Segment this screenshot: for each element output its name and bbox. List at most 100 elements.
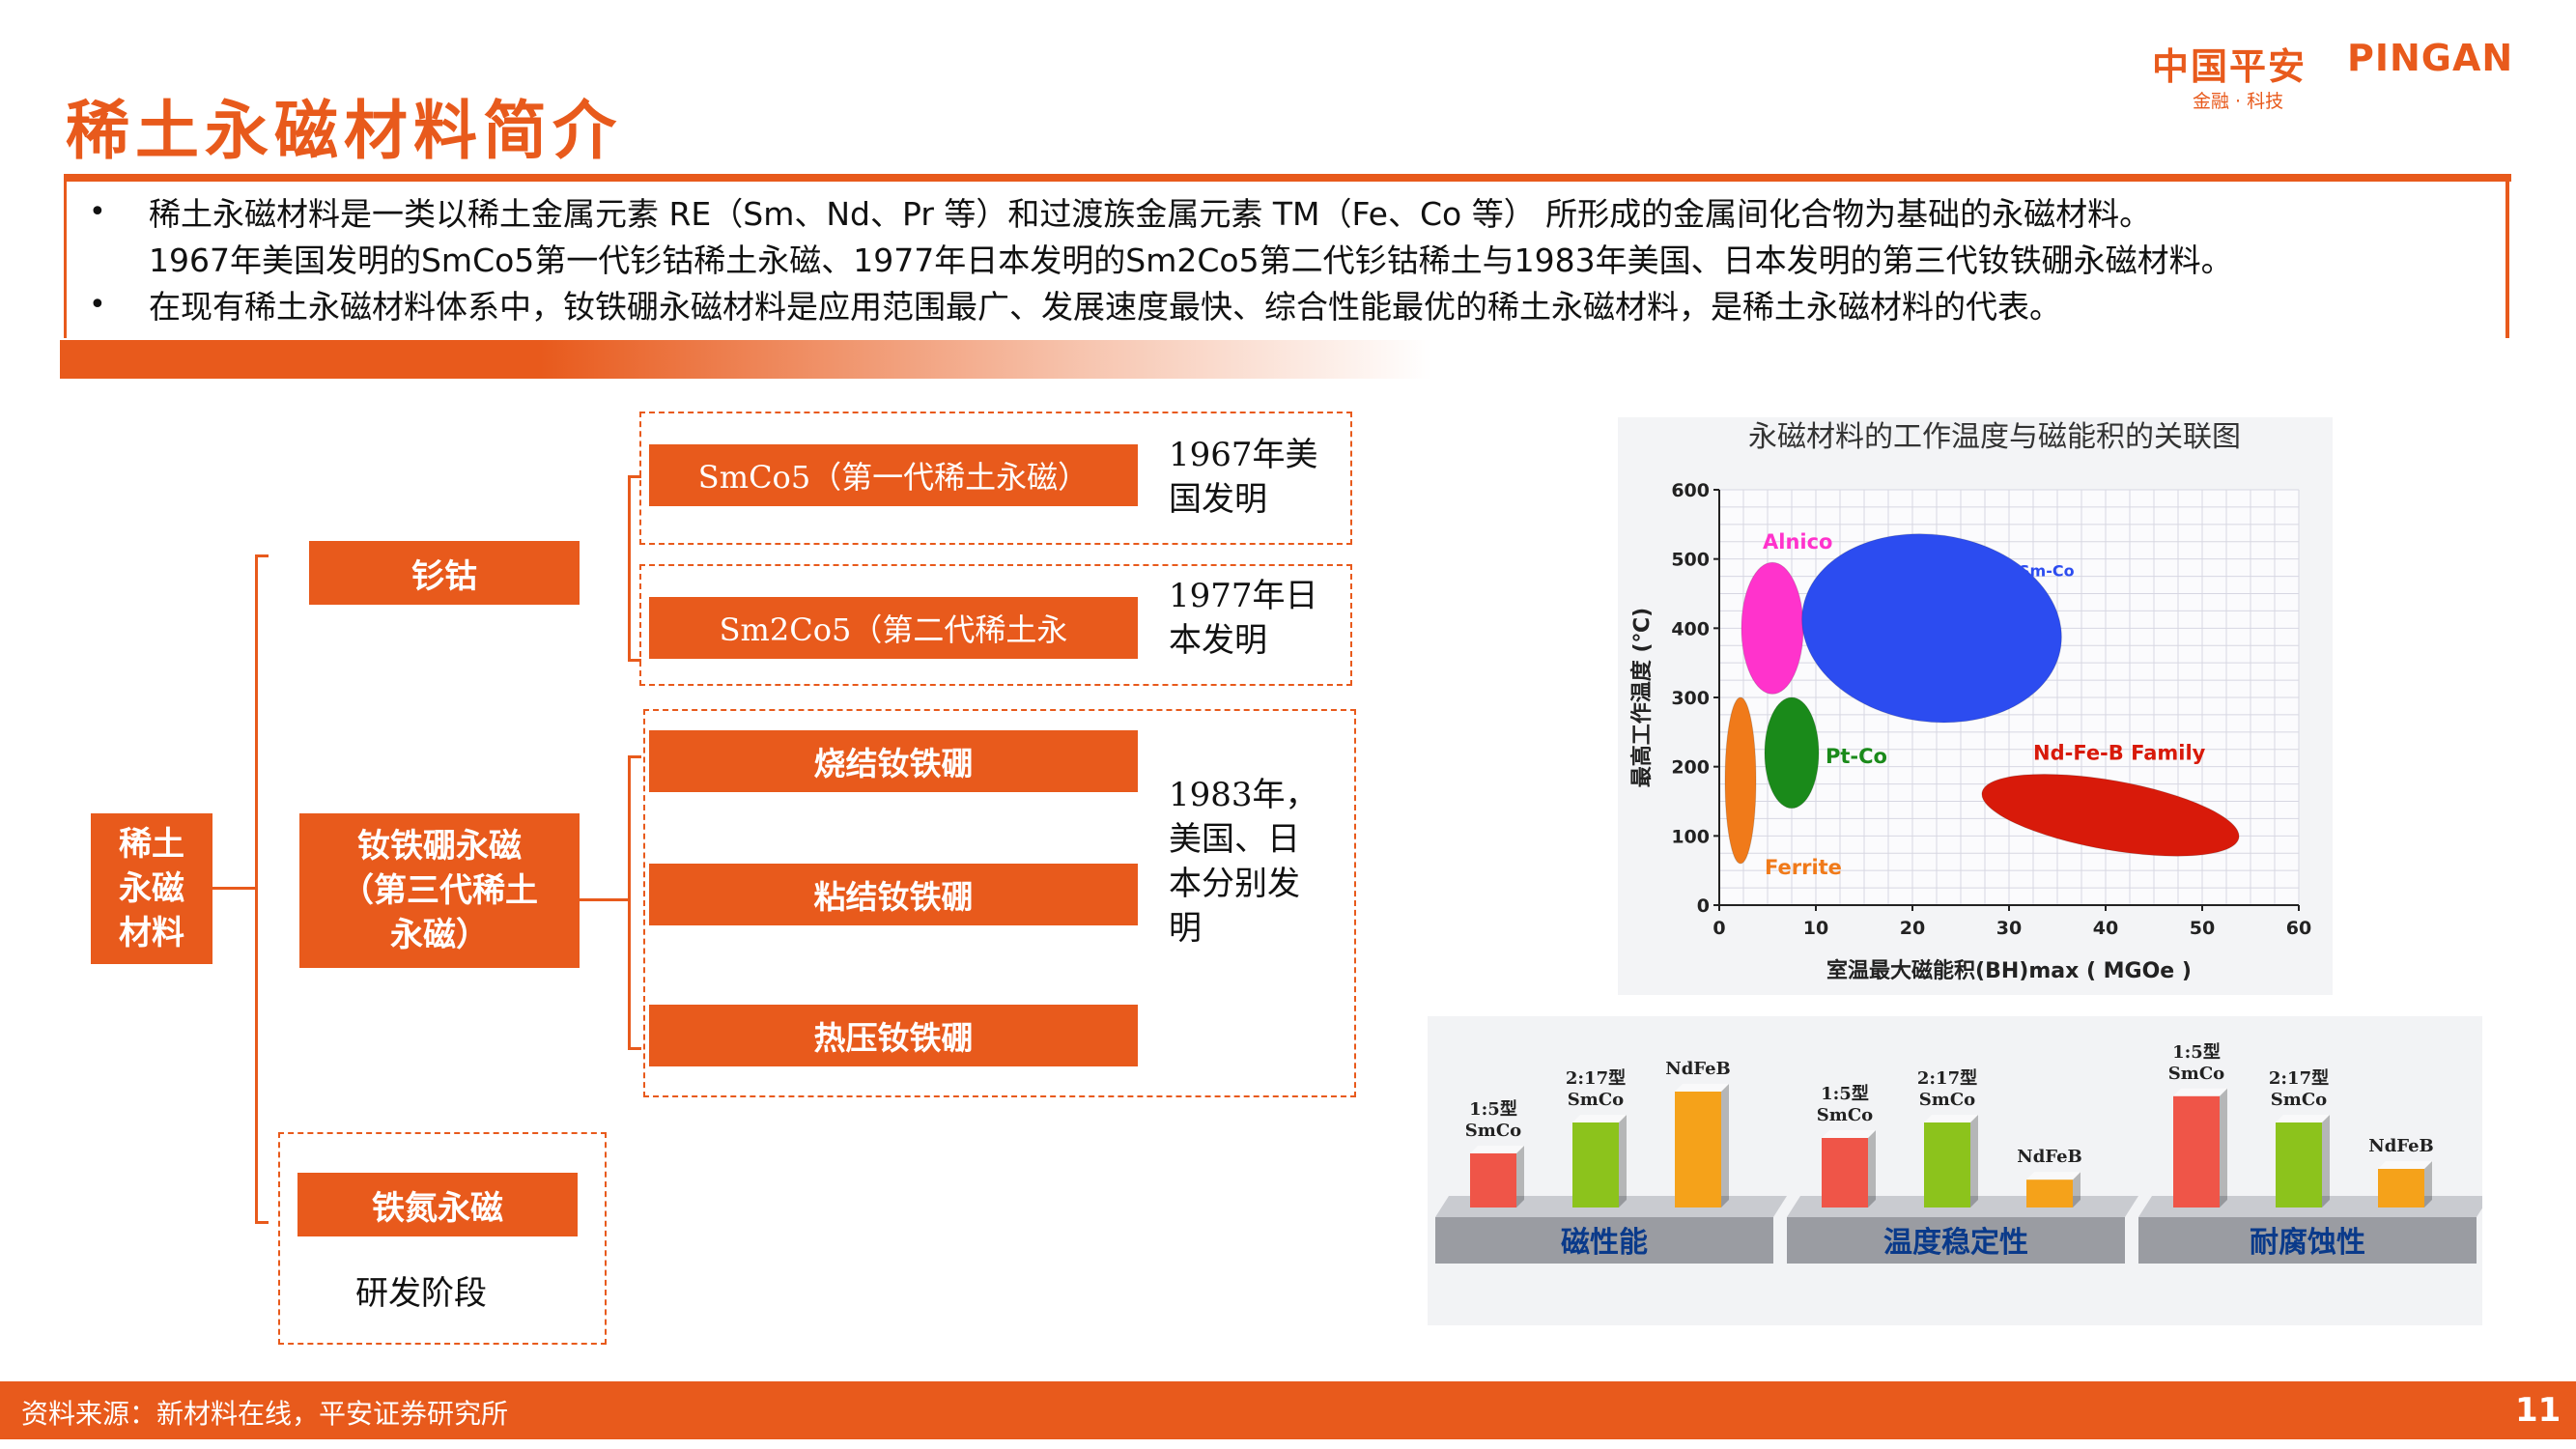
connector [255, 554, 269, 557]
connector [255, 554, 258, 1223]
bar-label: NdFeB [2368, 1136, 2434, 1156]
connector [628, 755, 641, 758]
ellipse-ndfebfamily [1981, 773, 2240, 857]
bar-side [2220, 1088, 2227, 1208]
note-line: 本发明 [1169, 621, 1267, 660]
ellipse-smco [1801, 533, 2062, 724]
series-label: Nd-Fe-B Family [2033, 742, 2206, 765]
intro-right-border [2505, 174, 2509, 338]
note-line: 国发明 [1169, 480, 1267, 519]
node-smco5: SmCo5（第一代稀土永磁） [649, 444, 1138, 506]
note-line: 本分别发 [1169, 865, 1300, 903]
y-tick-label: 0 [1697, 895, 1710, 917]
x-tick-label: 60 [2286, 918, 2311, 939]
note-line: 美国、日 [1169, 820, 1300, 859]
bar-top [1470, 1146, 1524, 1153]
bar-side [1721, 1084, 1729, 1208]
logo-tagline: 金融 · 科技 [2193, 91, 2284, 112]
bar-label: SmCo [2271, 1090, 2327, 1110]
node-ndfeb: 钕铁硼永磁 （第三代稀土 永磁） [299, 813, 580, 968]
node-smco-label: 钐钴 [411, 556, 477, 596]
page-number: 11 [2515, 1391, 2562, 1430]
intro-bullet-1-cont: 1967年美国发明的SmCo5第一代钐钴稀土永磁、1977年日本发明的Sm2Co… [149, 242, 2233, 279]
node-sintered-label: 烧结钕铁硼 [813, 745, 974, 782]
node-smco: 钐钴 [309, 541, 580, 605]
bar [2026, 1179, 2073, 1208]
note-line: 1967年美 [1169, 436, 1318, 474]
series-label: Pt-Co [1826, 745, 1887, 768]
platform-front [1435, 1217, 1773, 1264]
intro-top-border [64, 174, 2511, 182]
footer-source: 资料来源：新材料在线，平安证券研究所 [21, 1398, 509, 1430]
bar-top [2378, 1161, 2432, 1169]
group-label: 耐腐蚀性 [2250, 1226, 2365, 1260]
bar-label: 1:5型 [2172, 1041, 2221, 1063]
bar [1675, 1092, 1721, 1208]
bar [1924, 1122, 1970, 1208]
node-sm2co5-label: Sm2Co5（第二代稀土永 [719, 611, 1068, 648]
connector [628, 475, 631, 661]
bullet-marker: • [89, 288, 106, 322]
page-title: 稀土永磁材料简介 [66, 93, 622, 168]
note-line: 1977年日 [1169, 577, 1318, 615]
root-label: 稀土 [119, 825, 184, 864]
note-line: 明 [1169, 909, 1202, 948]
bar-label: 2:17型 [1566, 1067, 1626, 1089]
root-node-rare-earth-magnet: 稀土 永磁 材料 [91, 813, 212, 964]
y-tick-label: 300 [1671, 688, 1710, 709]
sm2co5-dashed-group [639, 564, 1352, 686]
node-ndfeb-label: 永磁） [390, 916, 489, 954]
node-ndfeb-label: （第三代稀土 [341, 871, 538, 910]
bar-label: SmCo [1817, 1105, 1873, 1125]
temperature-energy-chart: 永磁材料的工作温度与磁能积的关联图 0 10 20 30 40 50 60 0 100 200 300… [1618, 417, 2333, 995]
fen-dashed-group [278, 1132, 607, 1345]
connector [580, 898, 628, 901]
node-bonded-ndfeb: 粘结钕铁硼 [649, 864, 1138, 925]
bar-label: SmCo [1568, 1090, 1624, 1110]
x-tick-label: 40 [2093, 918, 2118, 939]
group-label: 温度稳定性 [1883, 1226, 2028, 1260]
root-label: 永磁 [119, 869, 184, 908]
intro-bullet-1: 稀土永磁材料是一类以稀土金属元素 RE（Sm、Nd、Pr 等）和过渡族金属元素 … [149, 195, 2152, 233]
fen-note: 研发阶段 [355, 1274, 487, 1313]
bar-side [1970, 1115, 1978, 1208]
footer-bar [0, 1381, 2576, 1439]
bar-top [1675, 1084, 1729, 1092]
y-tick-label: 600 [1671, 480, 1710, 501]
series-label: Alnico [1763, 530, 1832, 554]
bar-label: NdFeB [2017, 1147, 2082, 1167]
bar [1572, 1122, 1619, 1208]
root-label: 材料 [119, 914, 184, 952]
node-fen-label: 铁氮永磁 [372, 1188, 503, 1228]
bar-side [2424, 1161, 2432, 1208]
node-sintered-ndfeb: 烧结钕铁硼 [649, 730, 1138, 792]
node-smco5-label: SmCo5（第一代稀土永磁） [697, 459, 1090, 496]
ellipse-alnico [1741, 561, 1804, 695]
bar [1822, 1138, 1868, 1208]
bar [2173, 1095, 2220, 1208]
bar-side [1619, 1115, 1627, 1208]
bar-top [1572, 1115, 1627, 1122]
y-tick-label: 100 [1671, 826, 1710, 847]
ndfeb-dashed-group [643, 709, 1356, 1097]
bar-label: 2:17型 [1917, 1067, 1977, 1089]
bar-label: SmCo [1919, 1090, 1975, 1110]
platform-front [1787, 1217, 2125, 1264]
ndfeb-note: 1983年， 美国、日 本分别发 明 [1169, 773, 1318, 951]
connector [628, 1047, 641, 1050]
bar-label: NdFeB [1665, 1059, 1731, 1079]
x-tick-label: 0 [1713, 918, 1725, 939]
intro-bullet-2: 在现有稀土永磁材料体系中，钕铁硼永磁材料是应用范围最广、发展速度最快、综合性能最… [149, 288, 2061, 326]
bar-side [1868, 1130, 1876, 1208]
bar-svg: 磁性能1:5型SmCo2:17型SmCoNdFeB温度稳定性1:5型SmCo2:… [1435, 1041, 2490, 1264]
bar [2378, 1169, 2424, 1208]
bar-top [2276, 1115, 2330, 1122]
logo-en: PINGAN [2347, 37, 2514, 79]
node-fen: 铁氮永磁 [297, 1173, 578, 1236]
sm2co5-note: 1977年日 本发明 [1169, 574, 1318, 663]
bar-label: 2:17型 [2269, 1067, 2329, 1089]
node-hotpressed-ndfeb: 热压钕铁硼 [649, 1005, 1138, 1066]
intro-left-border [64, 174, 67, 338]
y-axis-label: 最高工作温度 (℃) [1629, 608, 1655, 787]
bar-label: 1:5型 [1469, 1098, 1517, 1120]
